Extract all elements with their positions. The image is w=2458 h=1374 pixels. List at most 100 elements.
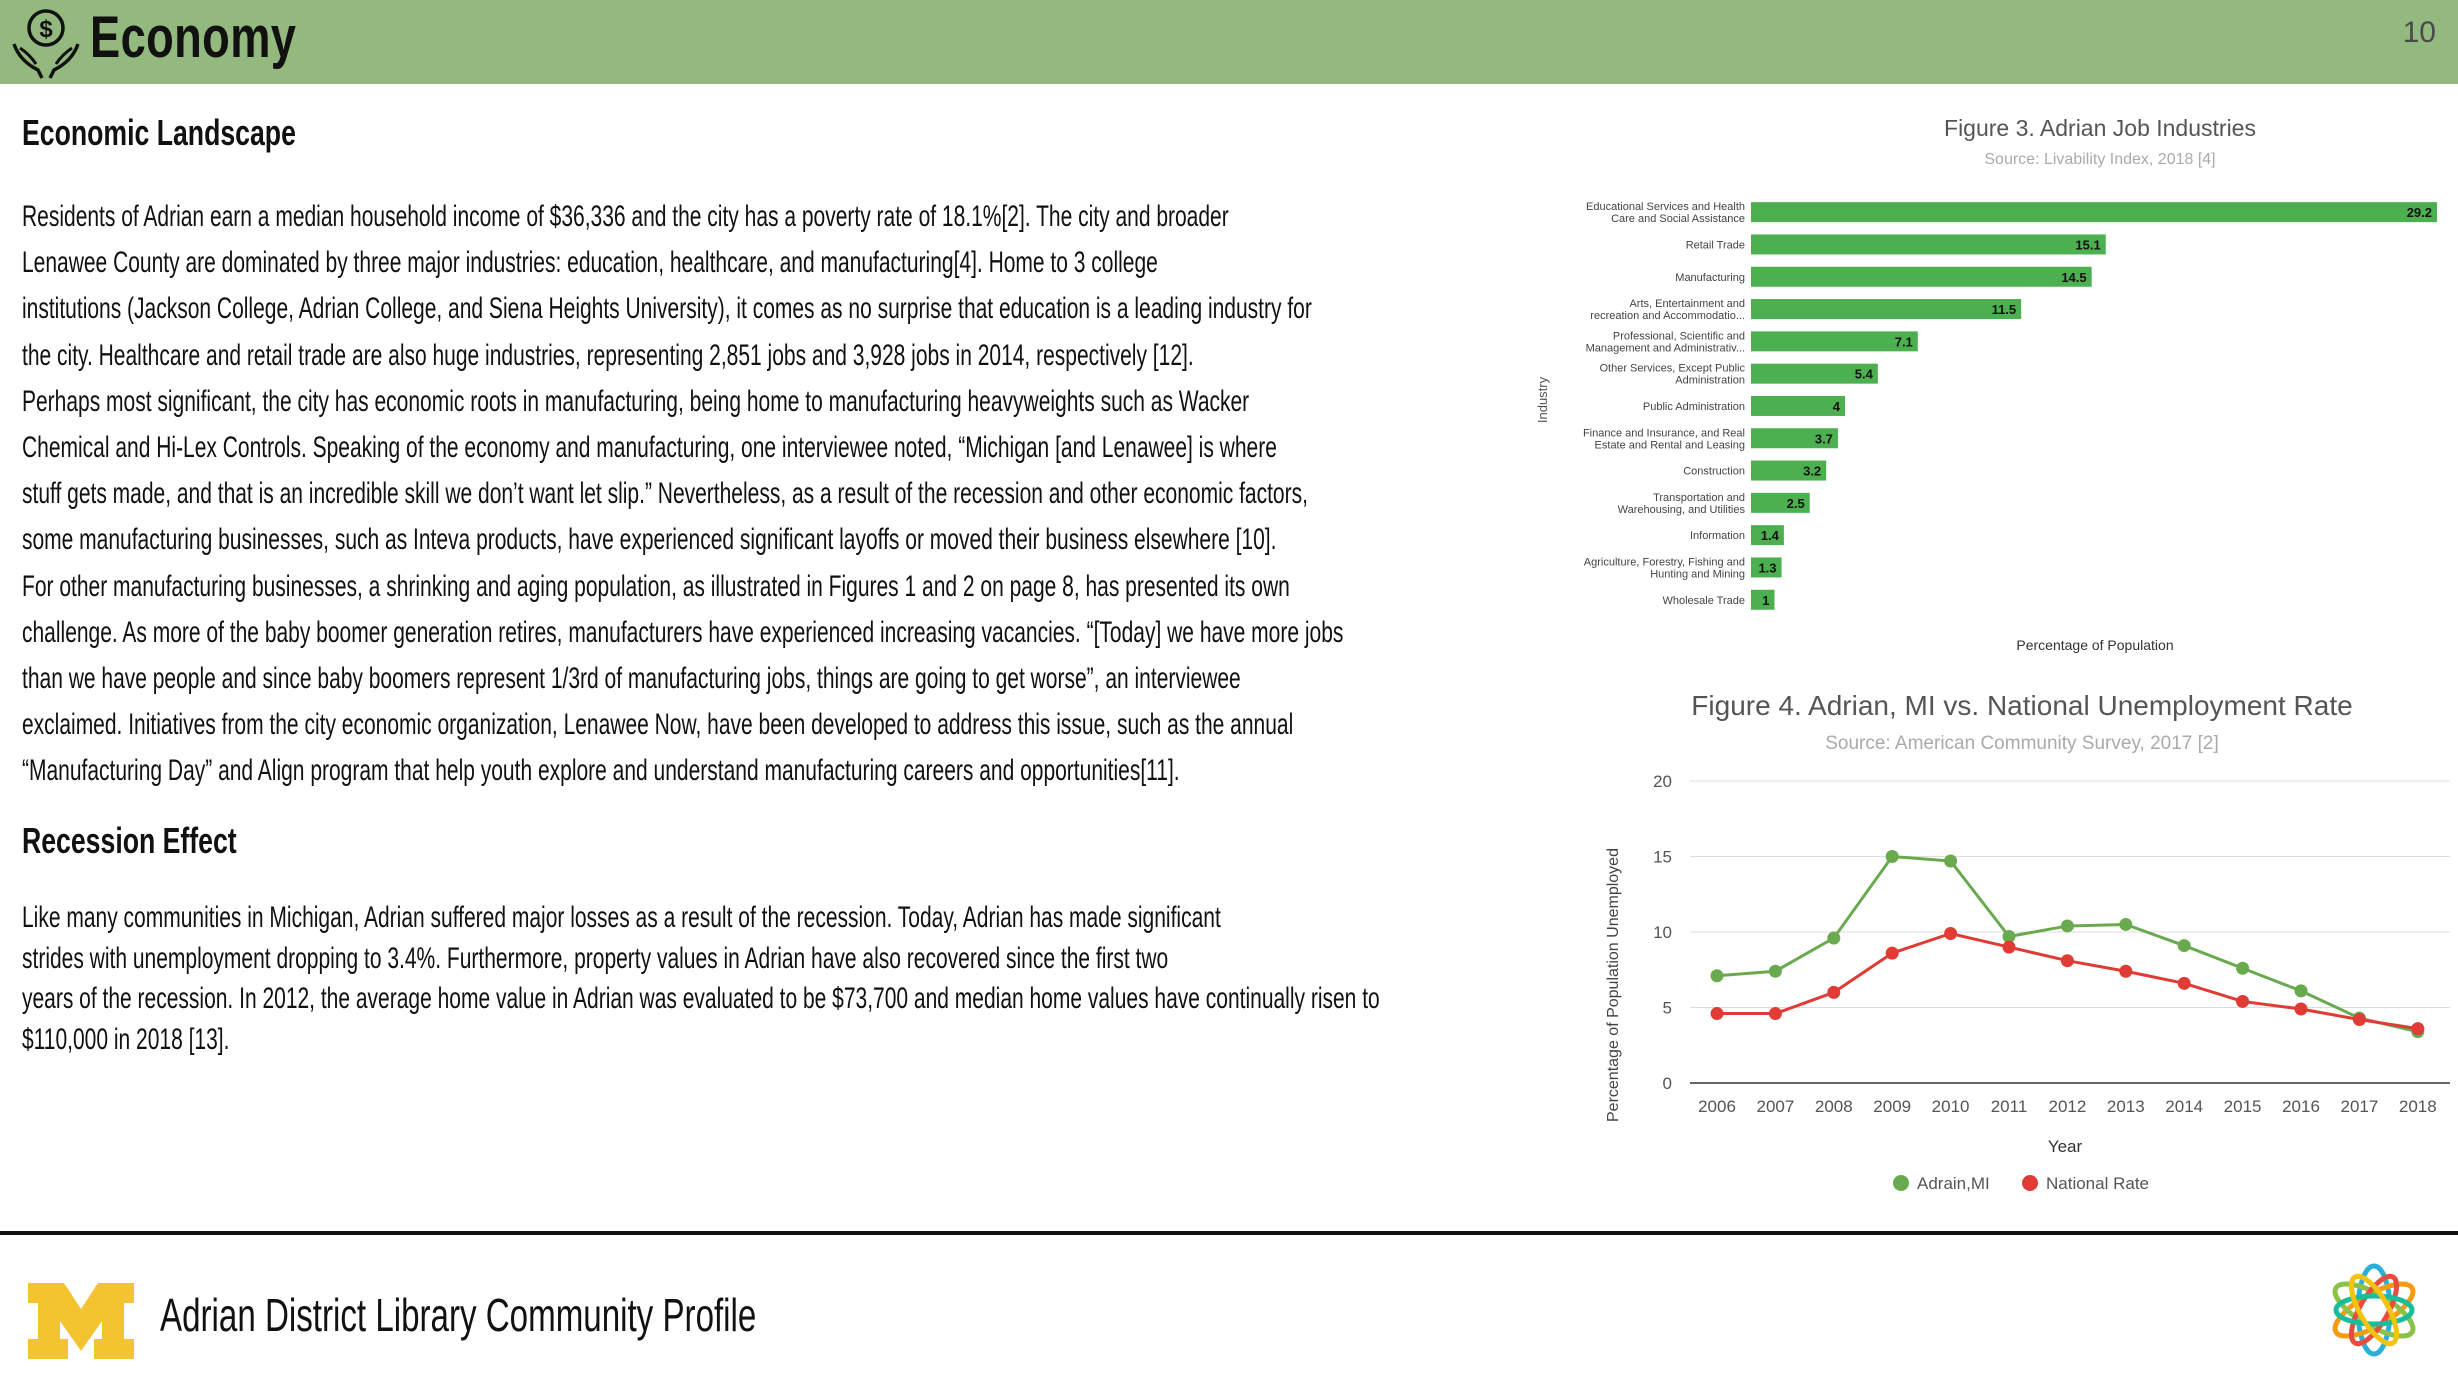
data-point (1710, 969, 1724, 983)
x-tick-label: 2012 (2048, 1097, 2086, 1116)
y-axis-title: Industry (1535, 376, 1550, 423)
y-tick-label: 5 (1663, 999, 1672, 1018)
chart-subtitle: Source: American Community Survey, 2017 … (1825, 733, 2219, 754)
data-point (2411, 1022, 2425, 1036)
bar-data-label: 4 (1833, 399, 1841, 414)
y-axis-title: Percentage of Population Unemployed (1605, 848, 1622, 1122)
svg-text:$: $ (39, 16, 53, 43)
bar (1751, 299, 2022, 320)
data-point (1710, 1007, 1724, 1021)
flower-logo (2332, 1263, 2416, 1357)
x-tick-label: 2017 (2340, 1097, 2378, 1116)
bar (1751, 202, 2437, 223)
bar-data-label: 3.7 (1815, 431, 1833, 446)
category-label: Educational Services and Health (1586, 201, 1745, 213)
figure-3-bar-chart: Figure 3. Adrian Job Industries Source: … (1535, 115, 2437, 653)
category-label: Retail Trade (1686, 239, 1745, 251)
legend-label: National Rate (2046, 1174, 2149, 1193)
data-point (2119, 964, 2133, 978)
category-label: recreation and Accommodatio... (1590, 310, 1745, 322)
category-label: Warehousing, and Utilities (1618, 504, 1746, 516)
bar-data-label: 5.4 (1855, 367, 1874, 382)
data-point (1827, 985, 1841, 999)
bar (1751, 460, 1827, 481)
data-point (1944, 854, 1958, 868)
data-point (2060, 919, 2074, 933)
category-label: Manufacturing (1675, 272, 1745, 284)
data-point (2294, 1002, 2308, 1016)
money-hands-icon: $ (12, 9, 80, 79)
legend-marker (1893, 1175, 1909, 1191)
x-tick-label: 2009 (1873, 1097, 1911, 1116)
bar-data-label: 14.5 (2061, 270, 2086, 285)
category-label: Management and Administrativ... (1586, 342, 1745, 354)
bar (1751, 428, 1838, 449)
x-tick-label: 2010 (1932, 1097, 1970, 1116)
page-title: Economy (90, 5, 297, 70)
recession-effect-paragraph: Like many communities in Michigan, Adria… (22, 901, 1380, 1056)
legend-marker (2022, 1175, 2038, 1191)
x-tick-label: 2008 (1815, 1097, 1853, 1116)
series-line (1716, 854, 2419, 1034)
x-tick-label: 2006 (1698, 1097, 1736, 1116)
x-tick-label: 2011 (1991, 1097, 2028, 1116)
data-point (2294, 984, 2308, 998)
category-label: Care and Social Assistance (1611, 213, 1745, 225)
x-tick-label: 2018 (2399, 1097, 2437, 1116)
bar-data-label: 1.3 (1758, 560, 1776, 575)
data-point (1885, 850, 1899, 863)
x-tick-label: 2016 (2282, 1097, 2320, 1116)
category-label: Estate and Rental and Leasing (1595, 439, 1745, 451)
category-label: Wholesale Trade (1662, 595, 1745, 607)
data-point (1768, 964, 1782, 978)
category-label: Hunting and Mining (1650, 568, 1745, 580)
data-point (1768, 1007, 1782, 1021)
x-axis-title: Year (2048, 1137, 2083, 1156)
footer-title: Adrian District Library Community Profil… (160, 1289, 757, 1341)
data-point (2060, 954, 2074, 968)
footer-divider (0, 1231, 2458, 1235)
economic-landscape-paragraph: Residents of Adrian earn a median househ… (22, 200, 1344, 788)
category-label: Arts, Entertainment and (1629, 298, 1745, 310)
x-axis-title: Percentage of Population (2016, 637, 2173, 653)
category-label: Professional, Scientific and (1613, 330, 1745, 342)
bar (1751, 492, 1810, 513)
page-number: 10 (2402, 16, 2436, 49)
bar-data-label: 1 (1762, 593, 1769, 608)
bar-data-label: 7.1 (1895, 334, 1913, 349)
x-tick-label: 2014 (2165, 1097, 2203, 1116)
x-tick-label: 2013 (2107, 1097, 2145, 1116)
category-label: Information (1690, 530, 1745, 542)
y-tick-label: 20 (1653, 772, 1672, 791)
bar-data-label: 1.4 (1761, 528, 1780, 543)
category-label: Other Services, Except Public (1599, 363, 1745, 375)
bar (1751, 395, 1845, 416)
bar (1751, 525, 1784, 546)
chart-subtitle: Source: Livability Index, 2018 [4] (1984, 151, 2215, 168)
bar-data-label: 3.2 (1803, 464, 1821, 479)
chart-title: Figure 4. Adrian, MI vs. National Unempl… (1691, 690, 2352, 721)
bar-data-label: 29.2 (2407, 205, 2432, 220)
x-tick-label: 2007 (1756, 1097, 1794, 1116)
y-tick-label: 0 (1663, 1074, 1672, 1093)
data-point (2119, 917, 2133, 931)
bar (1751, 363, 1878, 384)
data-point (2177, 939, 2191, 953)
chart-title: Figure 3. Adrian Job Industries (1944, 115, 2256, 141)
legend-label: Adrain,MI (1917, 1174, 1990, 1193)
bar-data-label: 15.1 (2075, 237, 2100, 252)
y-tick-label: 15 (1653, 848, 1672, 867)
data-point (2002, 930, 2016, 944)
series-line (1717, 931, 2419, 1031)
bar (1751, 266, 2092, 287)
bar (1751, 557, 1782, 578)
header-bar: $ Economy 10 (0, 0, 2458, 84)
category-label: Administration (1675, 375, 1745, 387)
section-heading-economic-landscape: Economic Landscape (22, 112, 296, 153)
data-point (2236, 961, 2250, 975)
x-tick-label: 2015 (2224, 1097, 2262, 1116)
data-point (2236, 994, 2250, 1008)
bar (1751, 331, 1918, 352)
bar (1751, 234, 2106, 255)
data-point (1827, 931, 1841, 945)
